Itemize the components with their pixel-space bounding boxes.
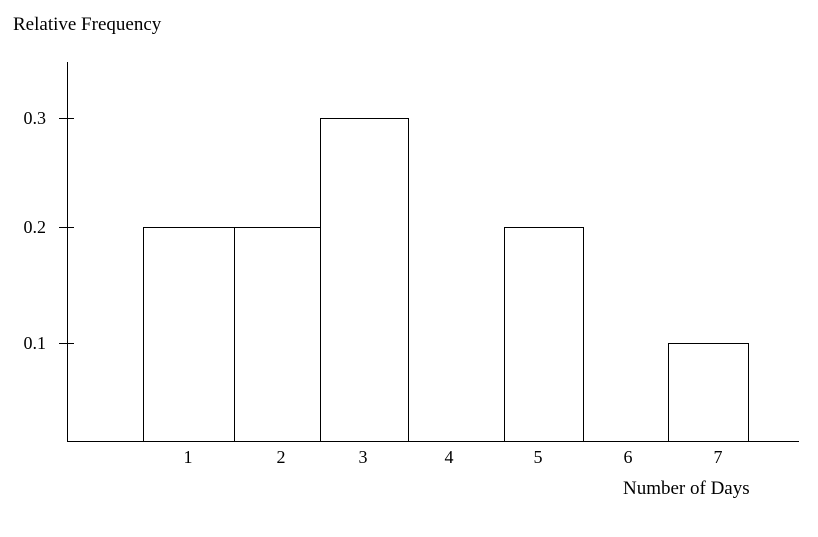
y-tick-mark	[59, 227, 74, 228]
x-tick-label: 7	[713, 447, 723, 467]
x-tick-label: 3	[358, 447, 368, 467]
x-tick-label: 1	[183, 447, 193, 467]
bar-day-3	[320, 118, 409, 442]
x-tick-label: 4	[444, 447, 454, 467]
bar-day-2	[234, 227, 321, 442]
y-tick-label: 0.2	[23, 217, 47, 237]
x-axis-title: Number of Days	[623, 478, 750, 499]
y-tick-mark	[59, 118, 74, 119]
x-tick-label: 2	[276, 447, 286, 467]
x-tick-label: 6	[623, 447, 633, 467]
x-axis-line	[67, 441, 799, 442]
y-axis-line	[67, 62, 68, 442]
y-axis-title: Relative Frequency	[13, 14, 162, 35]
x-tick-label: 5	[533, 447, 543, 467]
y-tick-mark	[59, 343, 74, 344]
bar-day-1	[143, 227, 235, 442]
y-tick-label: 0.1	[23, 333, 47, 353]
bar-day-7	[668, 343, 749, 442]
y-tick-label: 0.3	[23, 108, 47, 128]
bar-day-5	[504, 227, 584, 442]
